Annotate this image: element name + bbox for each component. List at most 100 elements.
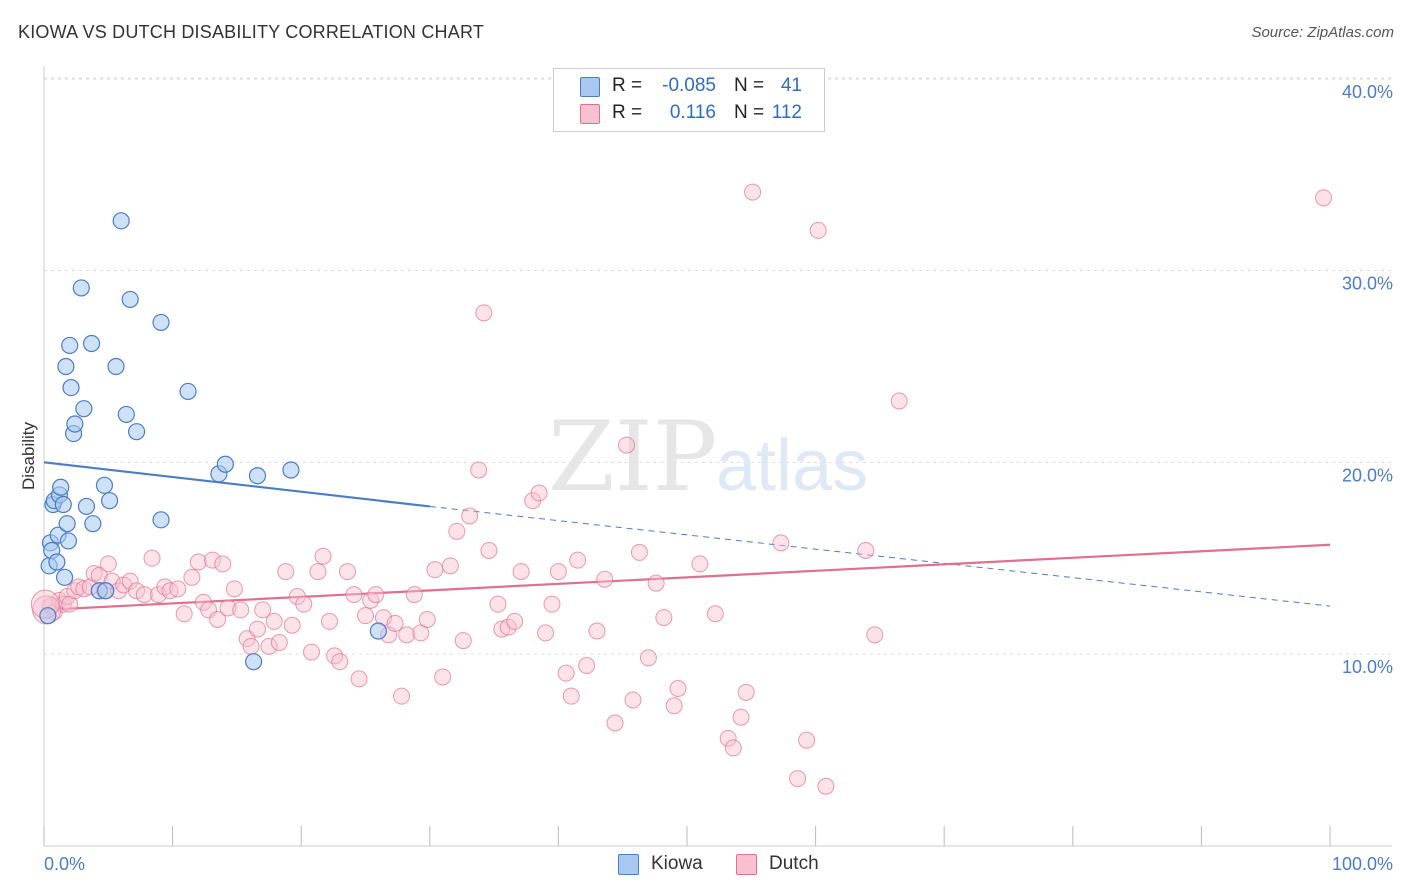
source-label: Source: ZipAtlas.com (1251, 24, 1394, 41)
data-point-dutch (890, 392, 908, 410)
data-point-dutch (606, 714, 624, 732)
data-point-dutch (549, 563, 567, 581)
data-point-dutch (639, 649, 657, 667)
watermark-atlas: atlas (716, 426, 868, 506)
data-point-dutch (277, 563, 295, 581)
data-point-dutch (393, 687, 411, 705)
data-point-kiowa (72, 279, 90, 297)
series-dutch (30, 183, 1333, 795)
data-point-kiowa (97, 582, 115, 600)
data-point-dutch (475, 304, 493, 322)
legend-swatch-dutch (580, 104, 600, 124)
data-point-kiowa (248, 467, 267, 485)
trend-kiowa-solid (43, 461, 430, 508)
legend-r-label: R = (612, 102, 643, 123)
data-point-dutch (665, 697, 683, 715)
legend-r-value: 0.116 (669, 102, 716, 123)
data-point-dutch (232, 601, 250, 619)
data-point-dutch (254, 601, 272, 619)
axes (43, 66, 1392, 847)
data-point-dutch (357, 607, 374, 625)
data-point-dutch (99, 555, 117, 573)
data-point-dutch (61, 595, 79, 613)
data-point-dutch (209, 611, 227, 628)
data-point-dutch (405, 586, 423, 604)
data-point-dutch (367, 586, 385, 604)
data-point-dutch (448, 522, 466, 540)
chart-title: KIOWA VS DUTCH DISABILITY CORRELATION CH… (18, 22, 485, 42)
legend-swatch-kiowa (580, 77, 600, 97)
data-point-dutch (338, 563, 356, 581)
axis-labels: 10.0% 20.0% 30.0% 40.0% 0.0% 100.0% Disability (19, 82, 1393, 874)
data-point-dutch (557, 664, 575, 682)
y-tick-label: 30.0% (1342, 274, 1393, 294)
data-point-dutch (302, 643, 320, 661)
data-point-dutch (719, 729, 737, 747)
data-point-dutch (418, 611, 436, 628)
data-point-kiowa (66, 415, 84, 433)
data-point-dutch (121, 572, 139, 590)
data-point-dutch (434, 668, 452, 686)
stats-legend: R = -0.085 N = 41 R = 0.116 N = 112 (553, 68, 825, 132)
data-point-kiowa (216, 455, 234, 473)
data-point-dutch (732, 708, 750, 726)
data-point-dutch (596, 570, 614, 588)
data-point-dutch (128, 582, 146, 600)
legend-n-value: 41 (780, 75, 802, 96)
data-point-dutch (506, 612, 524, 630)
data-point-dutch (265, 612, 283, 630)
data-point-dutch (512, 563, 530, 581)
legend-r-value: -0.085 (662, 75, 716, 96)
legend-r-label: R = (612, 75, 643, 96)
data-point-kiowa (245, 653, 263, 671)
data-point-kiowa (100, 492, 119, 510)
y-tick-label: 40.0% (1342, 82, 1393, 102)
data-point-dutch (809, 221, 827, 239)
data-point-kiowa (59, 532, 78, 550)
data-point-dutch (309, 563, 327, 581)
data-point-kiowa (58, 515, 76, 533)
data-point-dutch (454, 632, 472, 650)
data-point-kiowa (107, 357, 125, 376)
watermark-zip: ZIP (548, 401, 717, 513)
data-point-dutch (54, 595, 72, 613)
data-point-dutch (248, 620, 266, 638)
data-point-dutch (744, 183, 762, 201)
data-point-kiowa (62, 378, 80, 397)
data-point-dutch (350, 670, 368, 688)
data-point-dutch (283, 616, 301, 634)
data-point-dutch (200, 601, 218, 619)
data-point-dutch (706, 605, 724, 623)
data-point-kiowa (95, 476, 114, 494)
data-point-dutch (426, 561, 444, 579)
data-point-dutch (578, 657, 596, 674)
data-point-dutch (647, 574, 665, 592)
data-point-dutch (866, 626, 884, 644)
watermark: ZIP atlas (548, 401, 868, 513)
data-point-dutch (143, 549, 161, 567)
x-tick-label: 100.0% (1332, 854, 1393, 874)
data-point-dutch (655, 609, 673, 627)
data-point-dutch (772, 534, 790, 552)
data-point-dutch (203, 551, 221, 569)
data-point-dutch (489, 595, 507, 613)
y-tick-label: 10.0% (1342, 657, 1393, 677)
y-tick-label: 20.0% (1342, 465, 1393, 485)
data-point-kiowa (61, 336, 79, 355)
data-point-dutch (817, 777, 835, 795)
data-point-dutch (189, 553, 207, 571)
data-point-dutch (530, 484, 548, 502)
data-point-dutch (320, 612, 338, 630)
data-point-dutch (314, 547, 332, 565)
data-point-dutch (386, 614, 404, 632)
data-point-dutch (242, 637, 260, 655)
data-point-dutch (691, 555, 709, 573)
trend-dutch-solid (43, 543, 1331, 612)
data-point-dutch (857, 542, 875, 559)
data-point-dutch (470, 461, 488, 479)
bottom-legend-label-dutch: Dutch (769, 853, 819, 874)
legend-row-dutch: R = 0.116 N = 112 (554, 100, 824, 127)
bottom-legend-swatch-kiowa (618, 854, 639, 875)
data-point-dutch (260, 637, 278, 655)
